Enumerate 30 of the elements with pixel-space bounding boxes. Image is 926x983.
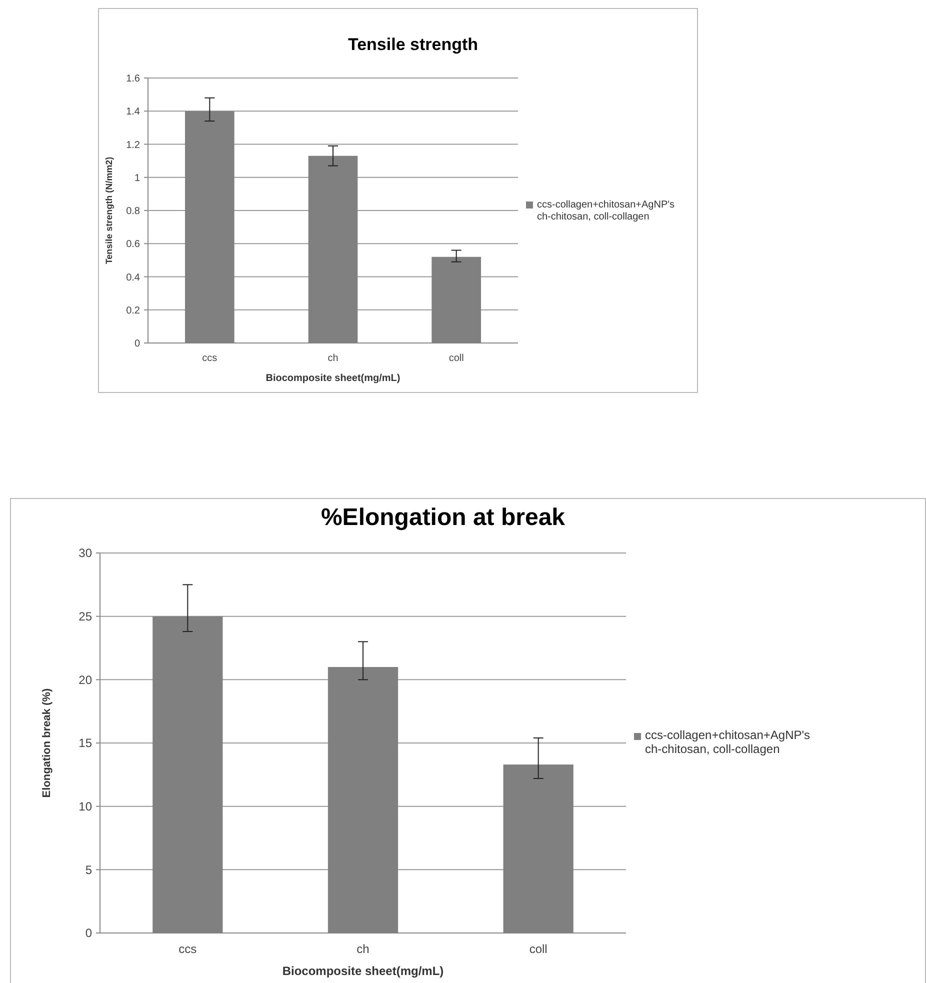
y-tick-label: 0.4: [126, 272, 140, 284]
y-tick-label: 0: [134, 338, 140, 350]
y-tick-label: 1.2: [126, 140, 140, 151]
y-tick-label: 25: [78, 610, 92, 624]
y-axis-title: Elongation break (%): [41, 688, 53, 798]
y-tick-label: 1: [134, 172, 140, 184]
y-tick-label: 0.8: [126, 206, 140, 217]
x-tick-label: ch: [328, 353, 338, 364]
y-tick-label: 0.6: [126, 239, 140, 250]
x-tick-label: ccs: [202, 353, 218, 364]
chart-title: %Elongation at break: [320, 504, 566, 531]
x-tick-label: coll: [529, 942, 548, 956]
y-tick-label: 20: [78, 672, 92, 687]
y-tick-label: 1.4: [126, 106, 140, 118]
y-tick-label: 30: [78, 546, 92, 560]
x-tick-label: coll: [448, 353, 464, 364]
chart-title: Tensile strength: [348, 35, 478, 54]
y-tick-label: 0.2: [126, 305, 140, 316]
x-axis-title: Biocomposite sheet(mg/mL): [282, 964, 444, 978]
y-axis-title: Tensile strength (N/mm2): [104, 156, 114, 264]
y-tick-label: 1.6: [126, 74, 140, 84]
x-tick-label: ccs: [178, 942, 197, 956]
x-tick-label: ch: [356, 942, 370, 956]
legend-label: ccs-collagen+chitosan+AgNP's ch-chitosan, coll-collagen: [537, 200, 675, 222]
x-axis-title: Biocomposite sheet(mg/mL): [266, 373, 400, 384]
legend-label: ccs-collagen+chitosan+AgNP's ch-chitosan, coll-collagen: [645, 728, 810, 756]
y-tick-label: 10: [78, 800, 92, 814]
y-tick-label: 5: [85, 862, 92, 877]
y-tick-label: 15: [78, 736, 92, 750]
y-tick-label: 0: [85, 926, 92, 940]
